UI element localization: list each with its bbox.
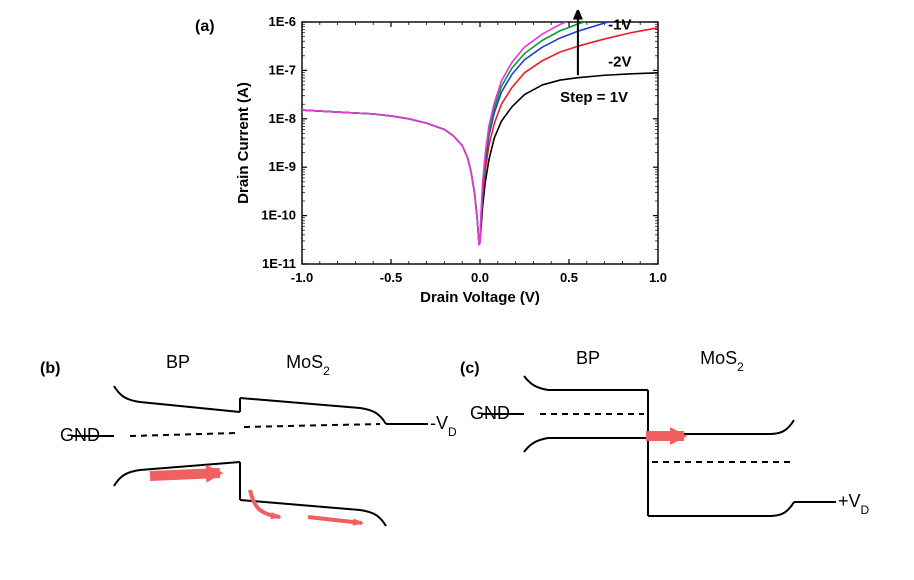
x-tick-label: 0.0: [471, 270, 489, 285]
hole-arrow-head: [206, 465, 224, 483]
y-tick-label: 1E-7: [269, 62, 296, 77]
band-diagram-c: GND BP MoS2 +VD: [470, 340, 870, 560]
chart-annotation: -2V: [608, 54, 631, 71]
fermi-right: [244, 424, 380, 427]
bp-vb: [524, 438, 648, 452]
electron-inject-head: [670, 427, 688, 445]
chart-annotation: Step = 1V: [560, 89, 628, 106]
electron-down-head: [271, 512, 283, 519]
band-diagram-c-svg: GND BP MoS2 +VD: [470, 340, 870, 560]
band-label-left_mat: BP: [576, 348, 600, 368]
iv-chart-svg: -1.0 -0.5 0.0 0.5 1.0 1E-11 1E-10 1E-9 1E-8 1E-7 1…: [230, 10, 670, 310]
chart-annotation: -1V: [608, 16, 631, 33]
y-axis-label: Drain Current (A): [235, 82, 252, 204]
band-label-gnd: GND: [60, 425, 100, 445]
bp-cb: [524, 376, 648, 390]
x-tick-label: -1.0: [291, 270, 313, 285]
band-label-vd: -VD: [430, 413, 457, 439]
band-label-gnd: GND: [470, 403, 510, 423]
mos-cb: [240, 398, 386, 424]
x-axis-label: Drain Voltage (V): [420, 289, 540, 306]
panel-a-label: (a): [195, 18, 215, 36]
band-diagram-b: GND BP MoS2 -VD: [60, 340, 460, 560]
y-tick-label: 1E-9: [269, 159, 296, 174]
iv-chart: -1.0 -0.5 0.0 0.5 1.0 1E-11 1E-10 1E-9 1E-8 1E-7 1…: [230, 10, 670, 310]
band-label-left_mat: BP: [166, 352, 190, 372]
x-tick-label: -0.5: [380, 270, 402, 285]
fermi-left: [130, 433, 236, 436]
x-tick-label: 1.0: [649, 270, 667, 285]
bp-cb: [114, 386, 240, 412]
y-tick-label: 1E-6: [269, 14, 296, 29]
y-tick-label: 1E-11: [262, 256, 296, 271]
band-label-right_mat: MoS2: [700, 348, 744, 374]
y-tick-label: 1E-10: [261, 208, 296, 223]
band-label-vd: +VD: [838, 491, 870, 517]
x-tick-label: 0.5: [560, 270, 578, 285]
y-tick-label: 1E-8: [269, 111, 296, 126]
panel-b-label: (b): [40, 360, 60, 378]
trend-arrow-icon: [573, 10, 583, 19]
band-label-right_mat: MoS2: [286, 352, 330, 378]
band-diagram-b-svg: GND BP MoS2 -VD: [60, 340, 460, 560]
mos-vb: [648, 502, 794, 516]
